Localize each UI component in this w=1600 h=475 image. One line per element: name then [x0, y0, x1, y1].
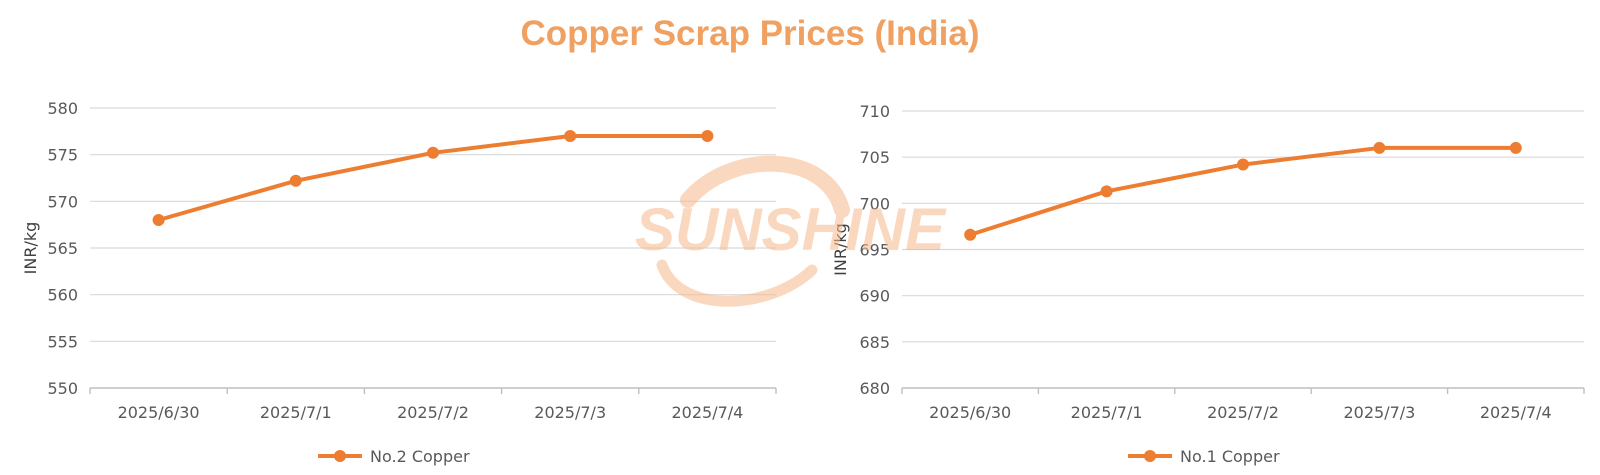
data-point — [964, 228, 977, 241]
data-point — [1100, 185, 1113, 198]
y-tick-label: 580 — [47, 99, 78, 118]
legend-swatch-marker — [1144, 450, 1156, 462]
y-tick-label: 685 — [859, 333, 890, 352]
data-point — [1237, 158, 1249, 171]
data-point — [1373, 141, 1386, 154]
x-tick-label: 2025/7/2 — [397, 403, 469, 422]
y-tick-label: 710 — [859, 102, 890, 121]
legend-label: No.2 Copper — [370, 447, 470, 466]
x-tick-label: 2025/7/4 — [1480, 403, 1552, 422]
x-tick-label: 2025/7/1 — [260, 403, 332, 422]
y-tick-label: 700 — [859, 194, 890, 213]
page-title: Copper Scrap Prices (India) — [520, 14, 980, 53]
legend-label: No.1 Copper — [1180, 447, 1280, 466]
y-tick-label: 555 — [47, 332, 78, 351]
watermark-arc-bottom — [656, 259, 818, 307]
x-tick-label: 2025/7/3 — [1343, 403, 1415, 422]
watermark-arc-top — [680, 155, 850, 218]
y-tick-label: 705 — [859, 148, 890, 167]
y-tick-label: 690 — [859, 287, 890, 306]
x-tick-label: 2025/7/3 — [534, 403, 606, 422]
y-tick-label: 565 — [47, 239, 78, 258]
legend-swatch-marker — [334, 450, 346, 462]
x-tick-label: 2025/7/4 — [671, 403, 743, 422]
data-point — [152, 214, 165, 226]
y-tick-label: 695 — [859, 241, 890, 260]
y-tick-label: 550 — [47, 379, 78, 398]
y-tick-label: 560 — [47, 286, 78, 305]
chart-left-no2-copper: 550 555 560 565 570 575 580 2025/6/30 2025/7/1 20… — [21, 99, 777, 466]
data-point — [1509, 141, 1522, 154]
y-tick-label: 680 — [859, 379, 890, 398]
y-tick-label: 570 — [47, 192, 78, 211]
y-axis-label: INR/kg — [21, 222, 40, 275]
data-point — [289, 174, 302, 187]
data-point — [427, 146, 439, 159]
chart-right-no1-copper: 680 685 690 695 700 705 710 2025/6/30 2025/7/1 20… — [831, 102, 1585, 466]
x-tick-label: 2025/6/30 — [118, 403, 200, 422]
x-tick-label: 2025/7/1 — [1071, 403, 1143, 422]
data-point — [564, 130, 577, 142]
data-point — [701, 130, 714, 142]
x-tick-label: 2025/7/2 — [1207, 403, 1279, 422]
watermark-text: SUNSHINE — [635, 196, 947, 263]
watermark-logo: SUNSHINE — [635, 155, 947, 307]
x-tick-label: 2025/6/30 — [929, 403, 1011, 422]
y-tick-label: 575 — [47, 146, 78, 165]
y-axis-label: INR/kg — [831, 223, 850, 276]
